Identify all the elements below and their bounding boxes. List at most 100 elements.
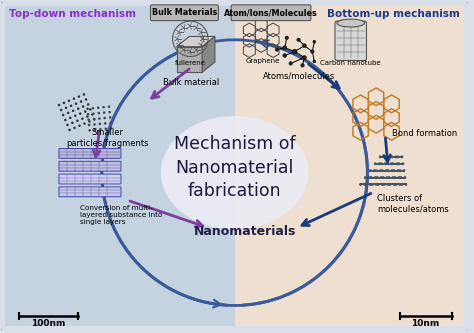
Circle shape [109,116,111,119]
Circle shape [108,111,111,113]
Circle shape [73,98,75,100]
Circle shape [80,100,82,103]
Circle shape [387,169,390,172]
Circle shape [388,176,391,179]
Circle shape [99,128,102,131]
Circle shape [389,183,392,186]
Circle shape [373,169,376,172]
Circle shape [98,112,100,115]
Circle shape [363,183,366,186]
Circle shape [391,169,393,172]
Circle shape [70,105,73,107]
Circle shape [403,176,406,179]
Text: Mechanism of
Nanomaterial
fabrication: Mechanism of Nanomaterial fabrication [174,135,295,200]
Circle shape [392,183,395,186]
Circle shape [104,122,107,125]
Circle shape [93,123,96,126]
Circle shape [285,36,289,40]
Circle shape [71,122,73,124]
Circle shape [378,162,381,165]
Circle shape [383,162,387,165]
Circle shape [383,156,386,159]
Circle shape [283,54,287,58]
Circle shape [72,110,74,112]
Circle shape [401,156,403,159]
Text: Smaller
particles/fragments: Smaller particles/fragments [66,128,149,148]
Text: Graphene: Graphene [246,59,280,65]
Circle shape [402,169,405,172]
Circle shape [390,162,392,165]
Circle shape [385,156,388,159]
Circle shape [87,118,90,121]
Circle shape [99,123,101,125]
Circle shape [103,117,106,119]
Ellipse shape [161,116,309,229]
Bar [235,6,464,326]
Ellipse shape [337,19,365,27]
Circle shape [63,102,65,104]
Circle shape [379,169,382,172]
Text: Atoms/molecules: Atoms/molecules [264,71,336,80]
Circle shape [369,169,372,172]
Circle shape [88,129,91,132]
Text: Atom/Ions/Molecules: Atom/Ions/Molecules [224,8,318,17]
Circle shape [387,183,390,186]
Circle shape [400,176,402,179]
Circle shape [374,162,377,165]
Circle shape [302,44,307,48]
Circle shape [87,103,90,106]
Circle shape [86,115,89,118]
Circle shape [394,156,398,159]
Circle shape [78,125,81,127]
Circle shape [94,129,96,131]
Circle shape [392,169,395,172]
Circle shape [82,93,85,96]
Text: Top-down mechanism: Top-down mechanism [9,9,136,19]
Circle shape [375,169,378,172]
Circle shape [399,183,401,186]
FancyBboxPatch shape [231,5,311,21]
Circle shape [386,162,389,165]
Circle shape [91,113,93,116]
Circle shape [78,95,80,98]
Circle shape [393,176,396,179]
Text: Bulk Materials: Bulk Materials [152,8,217,17]
Text: fullerene: fullerene [175,61,206,67]
Text: Bond formation: Bond formation [392,129,457,138]
Circle shape [97,107,100,109]
Circle shape [109,122,112,124]
Circle shape [110,127,112,130]
Circle shape [392,176,394,179]
Circle shape [289,62,292,65]
Polygon shape [176,36,215,47]
Polygon shape [176,47,202,72]
Circle shape [88,124,91,126]
Circle shape [105,128,107,130]
Circle shape [389,156,392,159]
Circle shape [395,162,399,165]
Circle shape [79,112,82,115]
Circle shape [75,103,77,105]
Circle shape [83,122,86,125]
Circle shape [74,115,76,117]
Text: Bulk material: Bulk material [163,78,219,87]
Text: 100nm: 100nm [31,319,66,328]
Circle shape [66,124,69,126]
Circle shape [401,162,404,165]
Circle shape [380,162,383,165]
Circle shape [371,183,374,186]
FancyBboxPatch shape [335,21,366,61]
Circle shape [58,104,60,106]
Circle shape [65,107,67,109]
FancyBboxPatch shape [59,161,121,171]
Circle shape [275,48,279,51]
FancyBboxPatch shape [150,5,219,21]
Text: Bottom-up mechanism: Bottom-up mechanism [327,9,460,19]
Bar [5,6,235,326]
Circle shape [93,118,95,120]
Text: Clusters of
molecules/atoms: Clusters of molecules/atoms [377,194,449,214]
Circle shape [68,100,70,102]
Circle shape [365,183,368,186]
Circle shape [379,156,382,159]
Circle shape [396,169,400,172]
